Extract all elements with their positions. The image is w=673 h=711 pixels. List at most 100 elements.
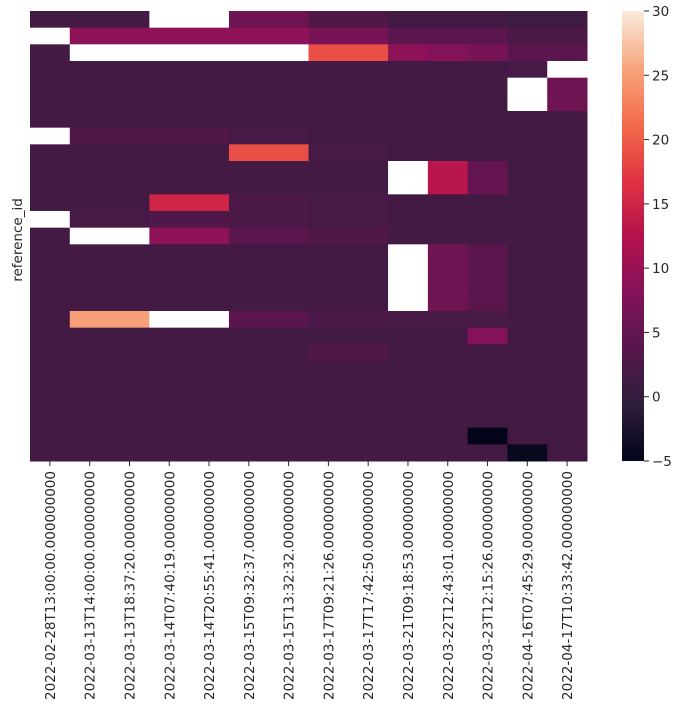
x-axis-ticks: 2022-02-28T13:00:00.000000000 2022-03-13T… <box>43 461 576 700</box>
heatmap-cell <box>388 244 429 262</box>
x-tick-label: 2022-03-15T13:32:32.000000000 <box>282 471 298 700</box>
heatmap-cell <box>547 61 588 79</box>
heatmap-cell <box>547 94 588 112</box>
colorbar-tick-label: 30 <box>652 4 669 20</box>
heatmap-cell <box>30 361 588 379</box>
heatmap-cell <box>388 161 429 179</box>
x-tick-label: 2022-04-16T07:45:29.000000000 <box>520 471 536 700</box>
heatmap-cell <box>308 344 389 362</box>
heatmap-cell <box>308 27 389 45</box>
heatmap-cell <box>30 327 469 345</box>
heatmap-cell <box>427 177 469 195</box>
heatmap-cell <box>507 94 548 112</box>
heatmap-cell <box>427 161 469 179</box>
heatmap-cell <box>388 194 588 212</box>
heatmap-cell <box>467 327 508 345</box>
heatmap-cell <box>547 444 588 462</box>
heatmap-cell <box>427 44 469 62</box>
heatmap-cell <box>388 277 429 295</box>
heatmap-cell <box>69 127 230 145</box>
heatmap-cell <box>149 211 230 229</box>
heatmap-cell <box>507 444 548 462</box>
colorbar-tick-label: 5 <box>652 325 661 341</box>
heatmap-cell <box>308 227 389 245</box>
heatmap-cell <box>507 61 548 79</box>
heatmap-cell <box>467 294 508 312</box>
heatmap-cell <box>507 277 588 295</box>
heatmap-cell <box>507 244 588 262</box>
heatmap-cell <box>30 144 230 162</box>
heatmap-cell <box>388 311 508 329</box>
x-tick-label: 2022-03-13T14:00:00.000000000 <box>83 471 99 700</box>
heatmap-cell <box>30 411 588 429</box>
heatmap-cell <box>467 161 508 179</box>
heatmap-cell <box>507 161 588 179</box>
heatmap-cell <box>228 311 309 329</box>
colorbar-tick-label: 20 <box>652 133 669 149</box>
heatmap-plot-area <box>30 11 588 462</box>
heatmap-cell <box>30 377 588 395</box>
x-tick-label: 2022-04-17T10:33:42.000000000 <box>560 471 576 700</box>
heatmap-cell <box>388 11 508 29</box>
heatmap-cell <box>30 294 389 312</box>
heatmap-cell <box>308 44 389 62</box>
heatmap-cell <box>507 427 588 445</box>
heatmap-cell <box>228 194 309 212</box>
heatmap-cell <box>30 227 71 245</box>
heatmap-cell <box>308 144 389 162</box>
heatmap-cell <box>507 177 588 195</box>
heatmap-cell <box>69 27 309 45</box>
colorbar-tick-label: 0 <box>652 390 661 406</box>
heatmap-cell <box>308 311 389 329</box>
heatmap-cell <box>427 277 469 295</box>
heatmap-cell <box>30 261 389 279</box>
heatmap-cell <box>30 444 508 462</box>
heatmap-cell <box>388 144 588 162</box>
heatmap-cell <box>427 261 469 279</box>
heatmap-cell <box>467 277 508 295</box>
heatmap-cell <box>30 94 508 112</box>
heatmap-cell <box>30 77 508 95</box>
colorbar-gradient <box>622 11 644 461</box>
heatmap-cell <box>467 244 508 262</box>
heatmap-cell <box>388 344 588 362</box>
heatmap-cell <box>228 144 309 162</box>
heatmap-cell <box>30 211 71 229</box>
heatmap-cell <box>30 11 150 29</box>
heatmap-cell <box>30 277 389 295</box>
heatmap-cell <box>427 244 469 262</box>
heatmap-cell <box>149 194 230 212</box>
heatmap-cell <box>69 44 309 62</box>
heatmap-cell <box>228 127 309 145</box>
heatmap-cell <box>507 327 588 345</box>
x-tick-label: 2022-03-21T09:18:53.000000000 <box>401 471 417 700</box>
colorbar-tick-label: 25 <box>652 68 669 84</box>
y-axis-label: reference_id <box>10 198 26 282</box>
heatmap-cell <box>30 244 389 262</box>
heatmap-cell <box>467 261 508 279</box>
heatmap-cell <box>507 44 588 62</box>
heatmap-cell <box>149 11 230 29</box>
heatmap-cell <box>467 44 508 62</box>
heatmap-cell <box>30 311 71 329</box>
heatmap-cell <box>427 294 469 312</box>
x-tick-label: 2022-03-23T12:15:26.000000000 <box>481 471 497 700</box>
heatmap-cell <box>507 111 588 129</box>
heatmap-cell <box>467 177 508 195</box>
heatmap-cell <box>388 44 429 62</box>
heatmap-cell <box>149 227 230 245</box>
x-tick-label: 2022-03-14T20:55:41.000000000 <box>202 471 218 700</box>
heatmap-cell <box>30 177 389 195</box>
heatmap-cell <box>388 227 588 245</box>
colorbar-tick-label: 15 <box>652 197 669 213</box>
heatmap-cell <box>228 211 309 229</box>
heatmap-cell <box>30 27 71 45</box>
heatmap-cell <box>228 11 309 29</box>
heatmap-cell <box>388 294 429 312</box>
x-tick-label: 2022-03-17T09:21:26.000000000 <box>321 471 337 700</box>
heatmap-cell <box>69 311 150 329</box>
heatmap-cell <box>149 311 230 329</box>
heatmap-cell <box>30 344 309 362</box>
heatmap-cell <box>507 311 588 329</box>
